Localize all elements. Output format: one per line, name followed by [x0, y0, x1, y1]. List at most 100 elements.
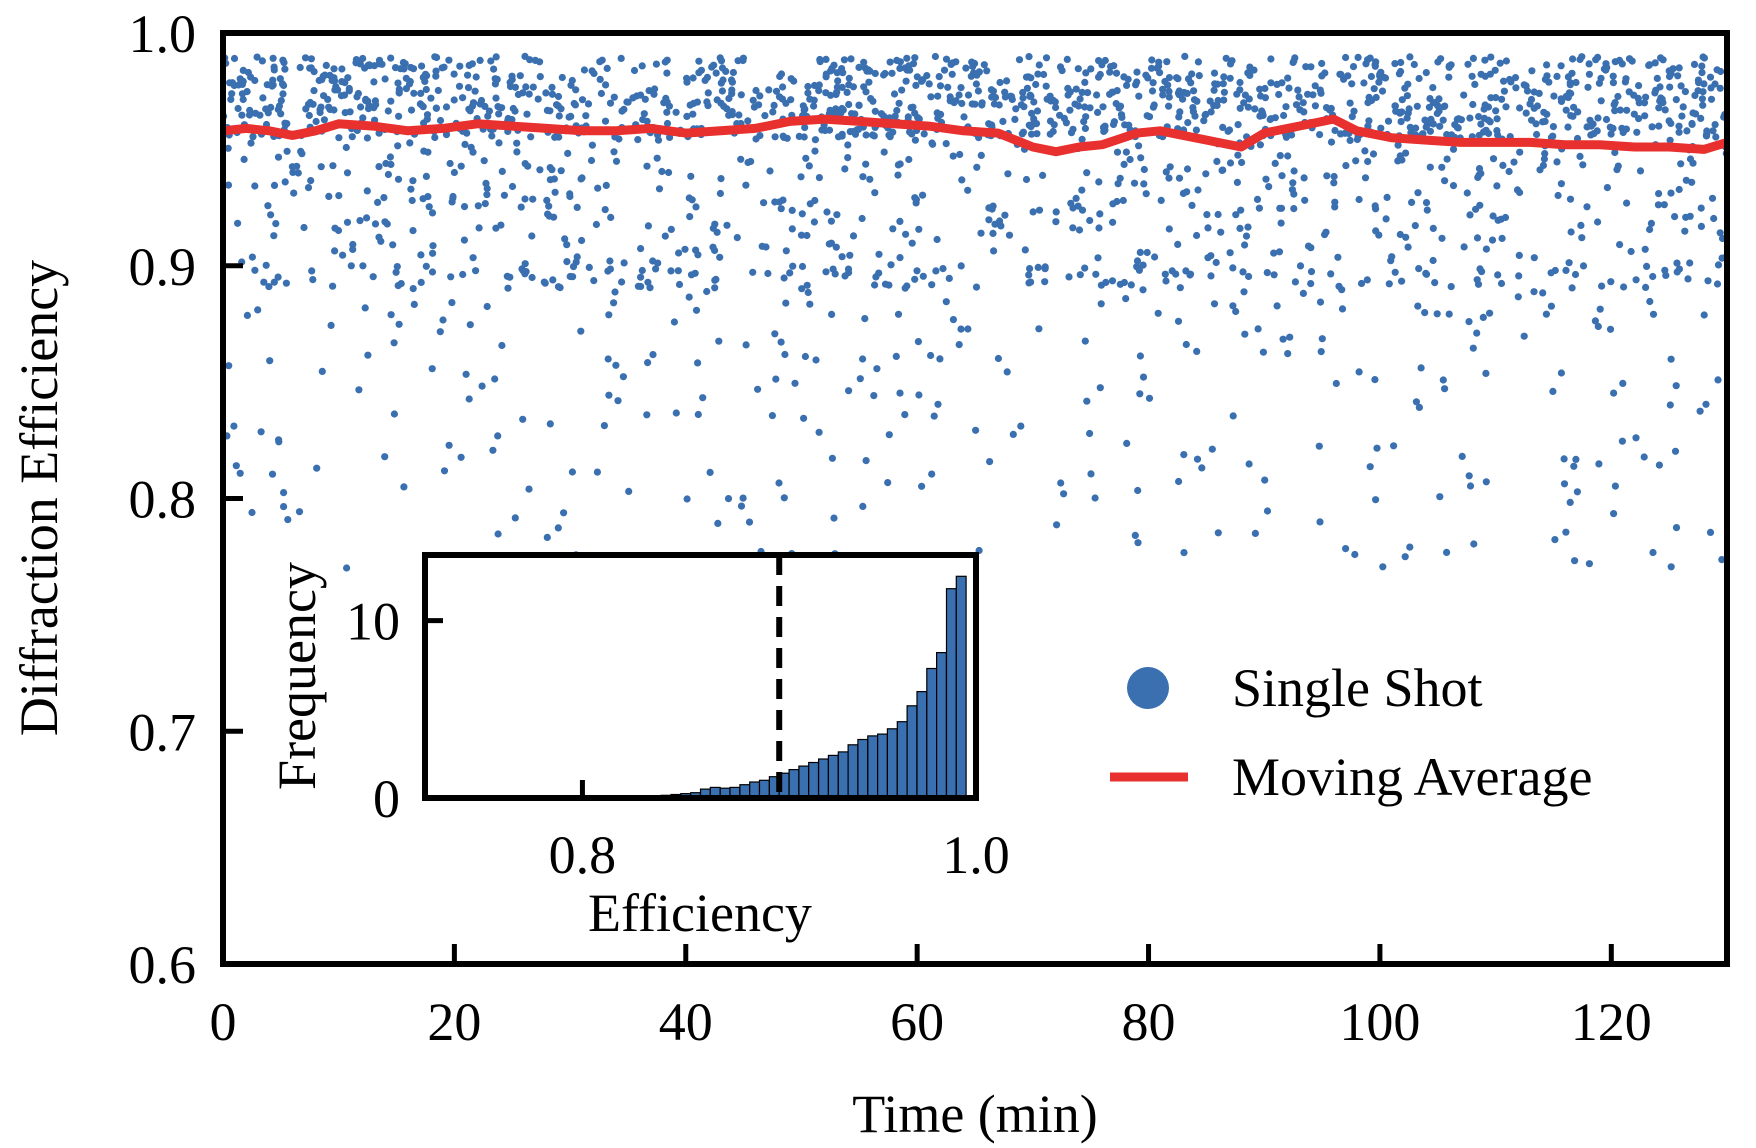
scatter-point [1515, 272, 1523, 280]
scatter-point [1714, 261, 1723, 269]
scatter-point [1083, 397, 1091, 405]
scatter-point [1126, 155, 1134, 164]
scatter-point [391, 64, 400, 72]
scatter-point [249, 133, 257, 141]
scatter-point [1585, 70, 1593, 78]
scatter-point [1587, 122, 1595, 130]
scatter-point [345, 84, 353, 93]
scatter-point [267, 211, 275, 219]
scatter-point [1135, 266, 1143, 274]
scatter-point [782, 247, 790, 255]
scatter-point [1520, 332, 1528, 340]
scatter-point [409, 227, 417, 235]
scatter-point [389, 241, 397, 249]
scatter-point [1307, 63, 1315, 71]
scatter-point [495, 110, 503, 118]
scatter-point [1256, 85, 1264, 93]
scatter-point [1372, 496, 1380, 504]
scatter-point [644, 278, 652, 286]
scatter-point [1505, 75, 1514, 84]
scatter-point [1382, 215, 1390, 223]
scatter-point [1642, 93, 1650, 101]
scatter-point [1033, 107, 1042, 115]
scatter-point [1702, 400, 1710, 408]
scatter-point [1710, 214, 1718, 223]
scatter-point [378, 60, 386, 68]
scatter-point [511, 107, 519, 115]
scatter-point [1649, 310, 1658, 318]
scatter-point [1352, 157, 1360, 165]
scatter-point [1610, 101, 1618, 109]
scatter-point [653, 154, 661, 162]
scatter-point [1180, 549, 1188, 557]
scatter-point [886, 133, 894, 141]
x-tick-label: 120 [1571, 992, 1652, 1052]
scatter-point [1616, 106, 1624, 114]
scatter-point [1087, 470, 1095, 478]
scatter-point [450, 96, 458, 104]
scatter-point [1449, 182, 1458, 190]
scatter-point [277, 97, 285, 105]
histogram-bar [886, 728, 898, 799]
scatter-point [801, 123, 809, 132]
scatter-point [1192, 126, 1200, 134]
scatter-point [1492, 107, 1500, 115]
scatter-point [1311, 102, 1319, 110]
scatter-point [652, 265, 660, 273]
scatter-point [1337, 70, 1345, 79]
scatter-point [863, 67, 871, 75]
scatter-point [1148, 56, 1156, 64]
scatter-point [1265, 183, 1273, 191]
scatter-point [643, 162, 651, 170]
scatter-point [1372, 205, 1380, 213]
scatter-point [1577, 221, 1585, 229]
scatter-point [1406, 53, 1414, 61]
scatter-point [1365, 117, 1373, 125]
scatter-point [224, 181, 233, 189]
scatter-point [1316, 131, 1324, 139]
scatter-point [474, 202, 482, 210]
scatter-point [681, 245, 689, 253]
scatter-point [1136, 352, 1144, 360]
scatter-point [1191, 112, 1199, 120]
scatter-point [1082, 113, 1090, 121]
scatter-point [1017, 422, 1025, 430]
scatter-point [546, 107, 554, 115]
scatter-point [1635, 82, 1643, 90]
scatter-point [1541, 150, 1549, 158]
scatter-point [1190, 87, 1198, 95]
scatter-point [1034, 70, 1042, 78]
scatter-point [1443, 131, 1451, 139]
scatter-point [859, 502, 867, 510]
scatter-point [1234, 151, 1242, 159]
scatter-point [498, 167, 506, 175]
scatter-point [324, 95, 332, 103]
scatter-point [1681, 88, 1689, 96]
scatter-point [355, 386, 363, 394]
scatter-point [651, 85, 659, 93]
scatter-point [1165, 225, 1173, 233]
scatter-point [1212, 258, 1220, 267]
scatter-point [543, 196, 551, 204]
scatter-point [706, 468, 714, 476]
scatter-point [483, 302, 491, 311]
scatter-point [1042, 54, 1051, 62]
scatter-point [1377, 68, 1385, 76]
scatter-point [1151, 253, 1159, 261]
scatter-point [1447, 283, 1455, 291]
scatter-point [341, 109, 349, 117]
scatter-point [1273, 302, 1281, 310]
scatter-point [1609, 79, 1617, 87]
scatter-point [511, 514, 519, 522]
scatter-point [459, 270, 467, 279]
scatter-point [442, 103, 451, 111]
scatter-point [283, 147, 291, 155]
scatter-point [1673, 259, 1681, 267]
scatter-point [1533, 130, 1541, 139]
scatter-point [264, 109, 272, 117]
scatter-point [985, 120, 993, 128]
scatter-point [1489, 155, 1498, 163]
scatter-point [1219, 123, 1227, 131]
scatter-point [585, 263, 593, 271]
scatter-point [442, 131, 451, 139]
